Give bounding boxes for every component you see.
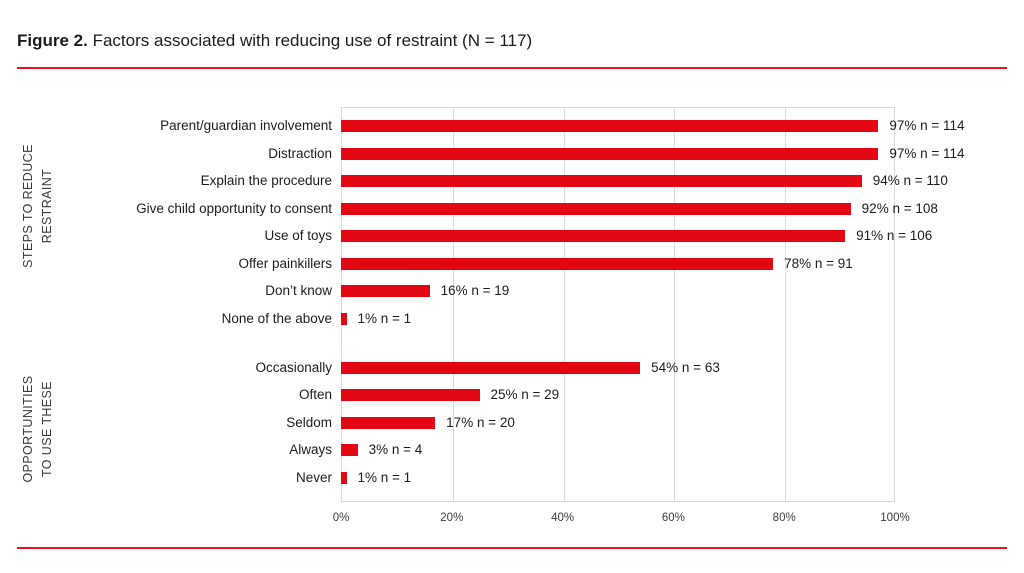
bar	[341, 285, 430, 297]
category-label: Never	[295, 469, 332, 485]
figure-caption: Factors associated with reducing use of …	[87, 31, 533, 50]
group-label-line2: RESTRAINT	[40, 168, 54, 244]
value-label: 54% n = 63	[651, 359, 720, 375]
x-tick-label: 60%	[661, 512, 685, 524]
bar	[341, 389, 480, 401]
bar	[341, 202, 851, 215]
category-label: Always	[289, 442, 332, 457]
value-label: 3% n = 4	[368, 442, 423, 457]
category-label: Explain the procedure	[200, 173, 332, 188]
bar	[341, 120, 879, 132]
value-label: 17% n = 20	[446, 414, 515, 430]
category-label: Don’t know	[265, 283, 332, 298]
gridline	[563, 108, 565, 501]
top-rule	[17, 67, 1007, 69]
bar	[341, 230, 846, 242]
value-label: 97% n = 114	[889, 145, 965, 161]
value-label: 25% n = 29	[490, 387, 560, 402]
group-label-line1: STEPS TO REDUCE	[21, 144, 35, 268]
figure-number: Figure 2.	[17, 31, 88, 50]
bar	[341, 444, 358, 456]
bar	[341, 416, 436, 429]
category-label: Offer painkillers	[238, 255, 332, 271]
plot-area	[341, 107, 895, 502]
bar	[341, 147, 879, 160]
bottom-rule	[17, 547, 1007, 549]
value-label: 97% n = 114	[889, 118, 965, 133]
bar	[341, 312, 347, 325]
x-tick-label: 100%	[880, 512, 910, 524]
bar	[341, 471, 347, 484]
x-tick-label: 80%	[772, 512, 796, 524]
value-label: 91% n = 106	[856, 228, 933, 243]
group-label: OPPORTUNITIES TO USE THESE	[19, 309, 61, 549]
value-label: 78% n = 91	[784, 255, 853, 271]
gridline	[674, 108, 676, 501]
category-label: Occasionally	[255, 359, 332, 375]
category-label: Give child opportunity to consent	[136, 200, 332, 216]
x-tick-label: 40%	[551, 512, 575, 524]
x-tick-label: 20%	[440, 512, 464, 524]
gridline	[785, 108, 787, 501]
value-label: 92% n = 108	[861, 200, 938, 216]
gridline	[452, 108, 454, 501]
bar	[341, 175, 862, 187]
bar	[341, 361, 641, 374]
bar	[341, 257, 774, 270]
group-label-line1: OPPORTUNITIES	[21, 375, 35, 483]
category-label: Parent/guardian involvement	[160, 118, 332, 133]
category-label: None of the above	[221, 310, 332, 326]
value-label: 1% n = 1	[357, 469, 412, 485]
group-label-line2: TO USE THESE	[40, 380, 54, 478]
value-label: 1% n = 1	[357, 310, 412, 326]
category-label: Seldom	[286, 414, 332, 430]
category-label: Use of toys	[264, 228, 332, 243]
category-label: Often	[298, 387, 332, 402]
value-label: 94% n = 110	[872, 173, 948, 188]
value-label: 16% n = 19	[440, 283, 510, 298]
figure-title: Figure 2. Factors associated with reduci…	[17, 30, 532, 52]
category-label: Distraction	[268, 145, 332, 161]
group-label: STEPS TO REDUCE RESTRAINT	[19, 86, 61, 326]
x-tick-label: 0%	[332, 512, 350, 524]
